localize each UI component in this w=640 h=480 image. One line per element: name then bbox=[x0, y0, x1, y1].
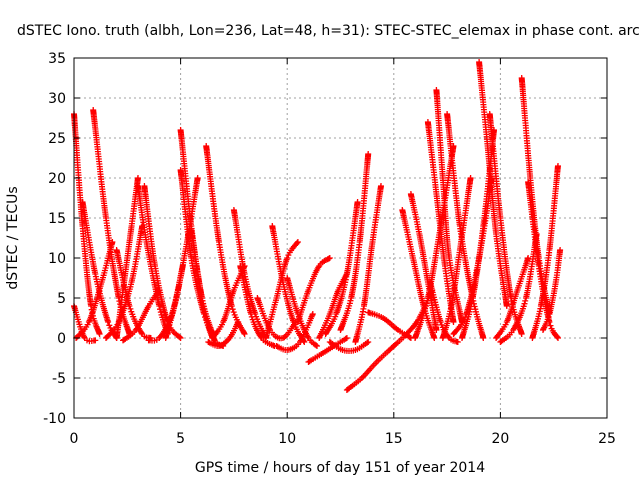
data-arc bbox=[352, 183, 384, 345]
data-arc bbox=[439, 175, 474, 341]
x-tick-label: 5 bbox=[176, 431, 185, 447]
data-arc bbox=[529, 163, 561, 341]
data-arc bbox=[433, 87, 465, 325]
y-axis-title: dSTEC / TECUs bbox=[5, 186, 21, 289]
data-arc bbox=[326, 339, 372, 354]
arc-markers bbox=[141, 183, 184, 341]
data-arc bbox=[486, 111, 525, 337]
y-tick-label: 5 bbox=[57, 291, 66, 307]
arc-markers bbox=[433, 87, 465, 325]
data-layer bbox=[71, 59, 564, 393]
y-tick-label: 15 bbox=[48, 211, 66, 227]
x-tick-label: 10 bbox=[278, 431, 296, 447]
y-tick-label: -10 bbox=[43, 411, 66, 427]
data-arc bbox=[540, 247, 564, 333]
data-arc bbox=[205, 319, 242, 349]
arc-markers bbox=[326, 339, 372, 354]
data-arc bbox=[135, 183, 171, 337]
data-arc bbox=[476, 59, 510, 309]
arc-markers bbox=[343, 343, 397, 393]
y-tick-label: -5 bbox=[52, 371, 66, 387]
data-arc bbox=[493, 255, 532, 341]
ticks bbox=[73, 57, 608, 419]
arc-markers bbox=[135, 183, 171, 337]
y-tick-label: 10 bbox=[48, 251, 66, 267]
x-axis-title: GPS time / hours of day 151 of year 2014 bbox=[195, 460, 485, 476]
arc-markers bbox=[79, 199, 120, 341]
data-arc bbox=[322, 199, 361, 337]
data-arc bbox=[337, 151, 372, 333]
arc-markers bbox=[316, 271, 350, 341]
arc-markers bbox=[476, 59, 510, 309]
data-arc bbox=[177, 127, 216, 337]
arc-markers bbox=[337, 151, 372, 333]
arc-markers bbox=[540, 247, 564, 333]
x-tick-label: 15 bbox=[385, 431, 403, 447]
arc-markers bbox=[294, 255, 333, 325]
x-tick-label: 25 bbox=[598, 431, 616, 447]
arc-markers bbox=[493, 255, 532, 341]
y-tick-label: 30 bbox=[48, 91, 66, 107]
arc-markers bbox=[365, 309, 414, 341]
arc-markers bbox=[205, 319, 242, 349]
y-tick-label: 20 bbox=[48, 171, 66, 187]
data-arc bbox=[188, 227, 227, 349]
data-arc bbox=[316, 271, 350, 341]
data-arc bbox=[79, 199, 120, 341]
y-tick-label: 25 bbox=[48, 131, 66, 147]
y-tick-label: 0 bbox=[57, 331, 66, 347]
arc-markers bbox=[322, 199, 361, 337]
chart-title: dSTEC Iono. truth (albh, Lon=236, Lat=48… bbox=[17, 23, 640, 39]
arc-markers bbox=[177, 127, 216, 337]
data-arc bbox=[237, 263, 278, 349]
data-arc bbox=[343, 343, 397, 393]
arc-markers bbox=[439, 175, 474, 341]
arc-markers bbox=[486, 111, 525, 337]
data-arc bbox=[141, 183, 184, 341]
arc-markers bbox=[237, 263, 278, 349]
data-arc bbox=[294, 255, 333, 325]
y-tick-labels: -10 -5 0 5 10 15 20 25 30 35 bbox=[43, 51, 66, 427]
data-arc bbox=[365, 309, 414, 341]
arc-markers bbox=[529, 163, 561, 341]
plot-frame bbox=[73, 57, 608, 419]
data-arc bbox=[269, 223, 308, 345]
x-tick-label: 20 bbox=[491, 431, 509, 447]
grid bbox=[74, 58, 607, 418]
arc-markers bbox=[352, 183, 384, 345]
arc-markers bbox=[269, 223, 308, 345]
arc-markers bbox=[188, 227, 227, 349]
x-tick-label: 0 bbox=[70, 431, 79, 447]
y-tick-label: 35 bbox=[48, 51, 66, 67]
x-tick-labels: 0 5 10 15 20 25 bbox=[70, 431, 616, 447]
